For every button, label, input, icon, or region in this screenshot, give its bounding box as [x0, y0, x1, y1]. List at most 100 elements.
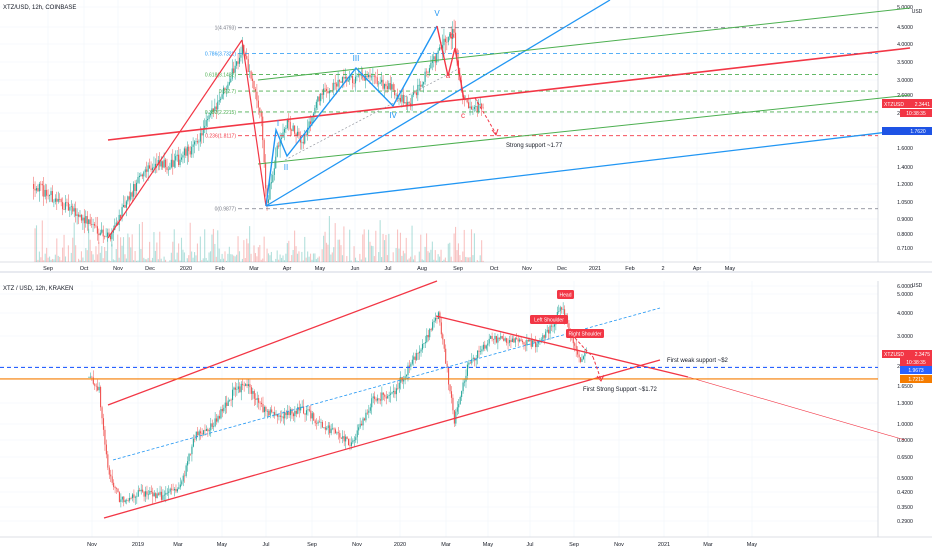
candle-body [496, 336, 497, 343]
candle-body [332, 428, 333, 429]
volume-bar [467, 257, 468, 262]
support-annotation: First weak support ~$2 [667, 358, 729, 364]
candle-body [90, 377, 91, 378]
volume-bar [84, 261, 85, 262]
volume-bar [193, 258, 194, 262]
candle-body [360, 424, 361, 428]
volume-bar [230, 254, 231, 262]
candle-body [142, 490, 143, 492]
candle-body [133, 184, 134, 197]
volume-bar [410, 257, 411, 262]
candle-body [97, 226, 98, 233]
candle-body [315, 421, 316, 424]
y-tick-label: 0.8000 [897, 438, 913, 444]
candle-body [99, 387, 100, 390]
candle-body [327, 91, 328, 93]
volume-bar [464, 230, 465, 262]
wave-label: III [353, 54, 360, 63]
candle-body [422, 344, 423, 350]
candle-body [168, 170, 169, 171]
volume-bar [330, 255, 331, 262]
candle-body [342, 436, 343, 439]
volume-bar [441, 250, 442, 262]
volume-bar [314, 253, 315, 262]
candle-body [361, 75, 362, 76]
volume-bar [374, 256, 375, 262]
candle-body [444, 339, 445, 348]
volume-bar [381, 257, 382, 262]
volume-bar [451, 257, 452, 262]
volume-bar [219, 249, 220, 262]
volume-bar [264, 237, 265, 262]
candle-body [212, 423, 213, 427]
candle-body [471, 107, 472, 110]
volume-bar [216, 257, 217, 262]
x-tick-label: Nov [522, 266, 532, 272]
candle-body [538, 342, 539, 343]
candle-body [534, 340, 535, 341]
wave-label: II [284, 163, 288, 172]
candle-body [298, 132, 299, 136]
candle-body [464, 382, 465, 383]
candle-body [35, 189, 36, 191]
volume-bar [249, 226, 250, 262]
candle-body [85, 216, 86, 223]
volume-bar [201, 260, 202, 262]
candle-body [389, 395, 390, 396]
candle-body [117, 489, 118, 492]
candle-body [340, 82, 341, 83]
currency-label: USD [912, 283, 923, 289]
candle-body [455, 33, 456, 49]
candle-body [458, 404, 459, 407]
candle-body [146, 169, 147, 171]
volume-bar [401, 256, 402, 262]
volume-bar [317, 258, 318, 262]
candle-body [202, 433, 203, 434]
x-tick-label: Nov [113, 266, 123, 272]
candle-body [210, 423, 211, 430]
volume-bar [319, 256, 320, 262]
candle-body [320, 94, 321, 102]
volume-bar [122, 246, 123, 262]
candle-body [265, 162, 266, 188]
y-tick-label: 0.4200 [897, 490, 913, 496]
candle-body [378, 84, 379, 85]
y-tick-label: 0.9000 [897, 217, 913, 223]
y-tick-label: 4.0000 [897, 42, 913, 48]
volume-bar [277, 250, 278, 262]
candle-body [206, 120, 207, 126]
candle-body [387, 396, 388, 399]
candle-body [500, 336, 501, 339]
volume-bar [140, 249, 141, 262]
candle-body [56, 199, 57, 202]
candle-body [404, 102, 405, 103]
candle-body [200, 133, 201, 141]
support-price-value: 1.9673 [908, 368, 924, 374]
candle-body [317, 96, 318, 101]
volume-bar [156, 242, 157, 262]
candle-body [225, 403, 226, 408]
candle-body [161, 492, 162, 500]
candle-body [110, 235, 111, 239]
volume-bar [190, 223, 191, 262]
candle-body [159, 492, 160, 495]
candle-body [521, 339, 522, 340]
y-tick-label: 3.5000 [897, 60, 913, 66]
y-tick-label: 4.0000 [897, 311, 913, 317]
candle-body [352, 440, 353, 442]
candle-body [499, 338, 500, 339]
candle-body [415, 357, 416, 360]
volume-bar [43, 260, 44, 262]
volume-bar [97, 254, 98, 262]
volume-bar [100, 253, 101, 262]
volume-bar [65, 256, 66, 262]
volume-bar [397, 230, 398, 262]
volume-bar [455, 227, 456, 262]
candle-body [388, 83, 389, 89]
candle-body [123, 205, 124, 207]
candle-body [36, 188, 37, 190]
candle-body [535, 342, 536, 347]
candle-body [207, 119, 208, 120]
candle-body [219, 416, 220, 418]
